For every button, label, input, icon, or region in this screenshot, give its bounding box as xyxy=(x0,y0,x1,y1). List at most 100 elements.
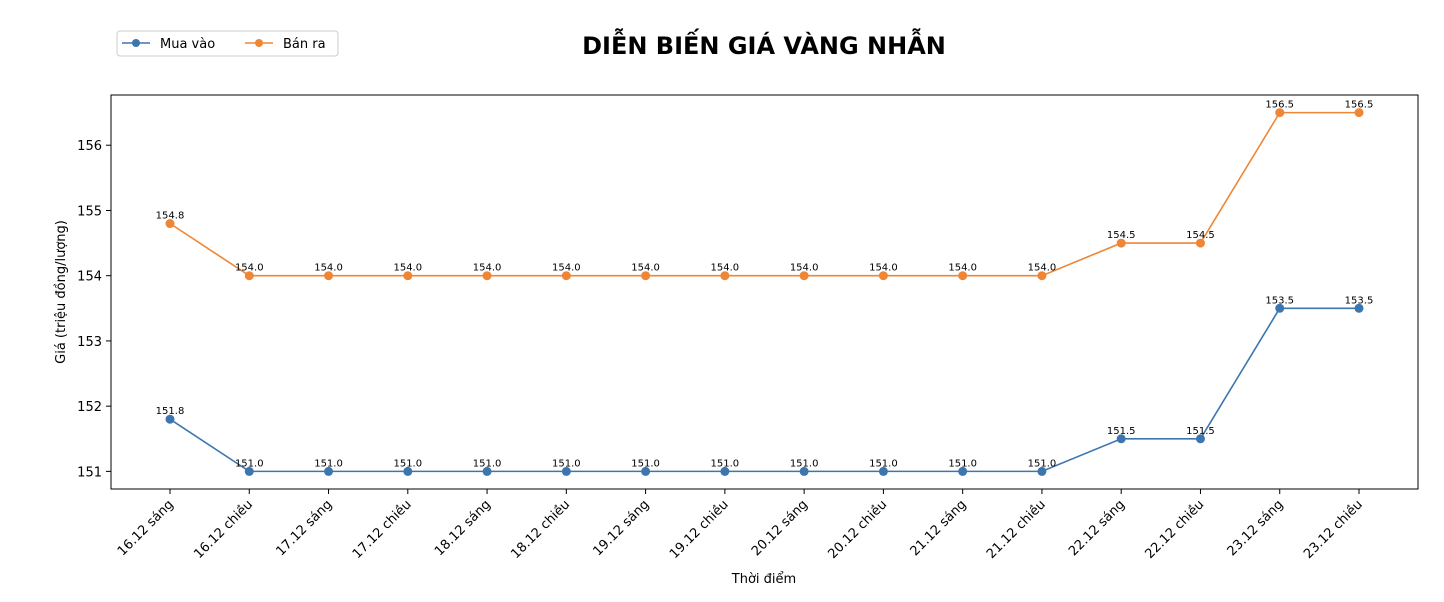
x-axis-label: Thời điểm xyxy=(731,572,796,587)
data-label: 154.0 xyxy=(869,263,898,274)
x-tick-label: 20.12 chiều xyxy=(825,497,890,562)
x-tick-label: 20.12 sáng xyxy=(749,497,811,559)
data-label: 151.8 xyxy=(156,406,185,417)
data-point xyxy=(1037,271,1047,281)
data-label: 151.0 xyxy=(948,458,977,469)
data-label: 151.0 xyxy=(552,458,581,469)
legend-frame xyxy=(116,30,339,57)
data-point xyxy=(720,466,730,476)
data-label: 154.8 xyxy=(156,211,185,222)
chart-title: DIỄN BIẾN GIÁ VÀNG NHẪN xyxy=(582,27,946,60)
data-point xyxy=(1116,238,1126,248)
y-tick-label: 155 xyxy=(77,204,102,219)
y-axis: 151 152 153 154 155 156 xyxy=(77,139,111,480)
data-point xyxy=(1354,303,1364,313)
series-line xyxy=(169,111,1359,277)
legend-marker xyxy=(255,39,263,47)
y-tick-label: 152 xyxy=(77,400,102,415)
data-label: 154.0 xyxy=(711,263,740,274)
series-line xyxy=(169,307,1359,473)
data-label: 151.0 xyxy=(869,458,898,469)
data-label: 154.0 xyxy=(552,263,581,274)
y-tick-label: 154 xyxy=(77,270,102,285)
y-tick-label: 156 xyxy=(77,139,102,154)
series-layer: 151.8 151.0 151.0 151.0 151.0 151.0 151.0 151.0… xyxy=(156,100,1374,476)
data-label: 151.5 xyxy=(1107,426,1136,437)
data-point xyxy=(878,466,888,476)
x-tick-label: 23.12 chiều xyxy=(1301,497,1366,562)
data-label: 151.0 xyxy=(711,458,740,469)
data-label: 156.5 xyxy=(1265,100,1294,111)
data-point xyxy=(244,271,254,281)
data-point xyxy=(1275,303,1285,313)
legend-label: Mua vào xyxy=(160,37,215,52)
data-label: 153.5 xyxy=(1345,295,1374,306)
data-label: 154.0 xyxy=(631,263,660,274)
x-tick-label: 21.12 chiều xyxy=(984,497,1049,562)
data-point xyxy=(165,414,175,424)
data-label: 151.0 xyxy=(314,458,343,469)
x-tick-label: 18.12 sáng xyxy=(432,497,494,559)
x-tick-label: 22.12 sáng xyxy=(1066,497,1128,559)
data-label: 154.0 xyxy=(948,263,977,274)
data-point xyxy=(403,271,413,281)
data-point xyxy=(324,466,334,476)
data-label: 151.0 xyxy=(235,458,264,469)
data-label: 154.0 xyxy=(235,263,264,274)
y-tick-label: 151 xyxy=(77,465,102,480)
data-label: 154.0 xyxy=(393,263,422,274)
x-tick-label: 16.12 chiều xyxy=(191,497,256,562)
data-label: 151.0 xyxy=(393,458,422,469)
data-label: 154.5 xyxy=(1107,230,1136,241)
data-point xyxy=(1116,434,1126,444)
x-tick-label: 21.12 sáng xyxy=(908,497,970,559)
legend-marker xyxy=(132,39,140,47)
series-mua-vao: 151.8 151.0 151.0 151.0 151.0 151.0 151.0 151.0… xyxy=(156,295,1374,476)
data-point xyxy=(244,466,254,476)
data-label: 156.5 xyxy=(1345,100,1374,111)
data-point xyxy=(1195,434,1205,444)
series-ban-ra: 154.8 154.0 154.0 154.0 154.0 154.0 154.0 154.0… xyxy=(156,100,1374,281)
y-tick-label: 153 xyxy=(77,335,102,350)
data-label: 154.0 xyxy=(790,263,819,274)
data-point xyxy=(878,271,888,281)
data-point xyxy=(165,219,175,229)
x-tick-label: 19.12 sáng xyxy=(590,497,652,559)
x-tick-label: 17.12 sáng xyxy=(273,497,335,559)
data-label: 153.5 xyxy=(1265,295,1294,306)
data-label: 151.0 xyxy=(631,458,660,469)
x-tick-label: 23.12 sáng xyxy=(1225,497,1287,559)
data-point xyxy=(799,466,809,476)
legend: Mua vào Bán ra xyxy=(116,30,339,57)
legend-label: Bán ra xyxy=(283,37,326,52)
data-point xyxy=(799,271,809,281)
legend-item: Bán ra xyxy=(245,37,326,52)
data-point xyxy=(561,466,571,476)
data-point xyxy=(561,271,571,281)
data-point xyxy=(720,271,730,281)
x-tick-label: 16.12 sáng xyxy=(115,497,177,559)
y-axis-label: Giá (triệu đồng/lượng) xyxy=(54,220,69,364)
x-axis: 16.12 sáng 16.12 chiều 17.12 sáng 17.12 chi… xyxy=(115,489,1366,562)
legend-item: Mua vào xyxy=(122,37,215,52)
data-point xyxy=(958,466,968,476)
data-label: 151.5 xyxy=(1186,426,1215,437)
plot-area-frame xyxy=(110,94,1419,490)
x-tick-label: 22.12 chiều xyxy=(1143,497,1208,562)
data-point xyxy=(482,466,492,476)
data-point xyxy=(403,466,413,476)
x-tick-label: 19.12 chiều xyxy=(667,497,732,562)
data-point xyxy=(641,466,651,476)
data-point xyxy=(958,271,968,281)
data-point xyxy=(641,271,651,281)
data-label: 151.0 xyxy=(1028,458,1057,469)
data-point xyxy=(324,271,334,281)
data-label: 151.0 xyxy=(473,458,502,469)
data-label: 154.0 xyxy=(1028,263,1057,274)
data-label: 154.0 xyxy=(314,263,343,274)
data-point xyxy=(1195,238,1205,248)
data-label: 154.0 xyxy=(473,263,502,274)
data-point xyxy=(482,271,492,281)
